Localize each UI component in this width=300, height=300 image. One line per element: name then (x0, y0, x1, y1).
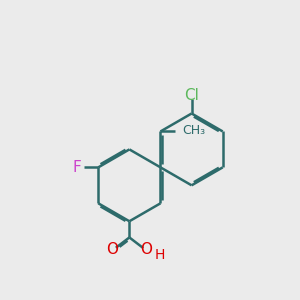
Text: O: O (106, 242, 118, 257)
Text: CH₃: CH₃ (182, 124, 206, 137)
Text: F: F (73, 160, 81, 175)
Text: H: H (154, 248, 165, 262)
Text: O: O (140, 242, 152, 257)
Text: Cl: Cl (184, 88, 199, 103)
